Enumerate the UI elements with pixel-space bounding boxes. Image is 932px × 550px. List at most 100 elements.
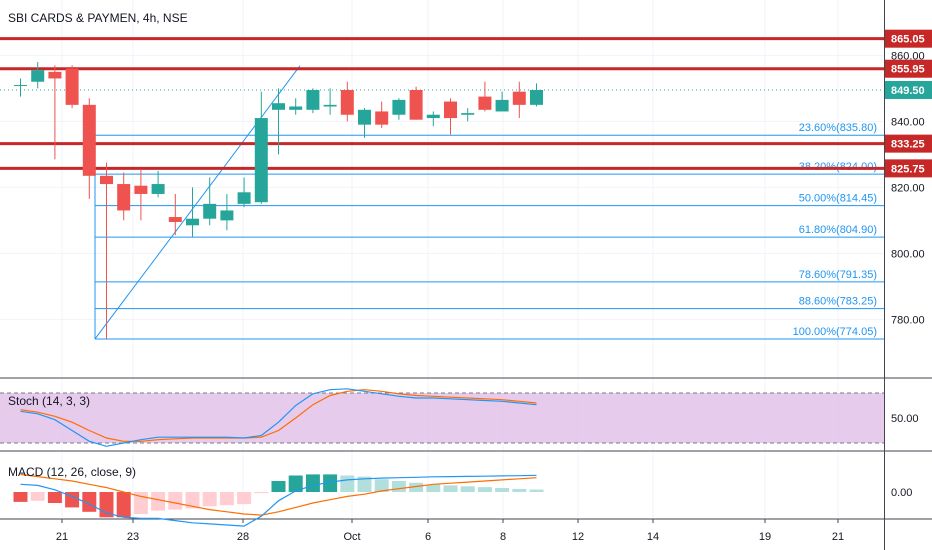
candle-body	[168, 217, 182, 222]
macd-histogram-bar	[477, 487, 492, 492]
macd-signal-line	[20, 473, 537, 516]
x-tick-label: 6	[425, 531, 431, 543]
candle-body	[512, 91, 526, 105]
candle-body	[82, 104, 96, 176]
candle-body	[323, 104, 337, 107]
macd-histogram-bar	[374, 479, 389, 492]
macd-histogram-bar	[357, 476, 372, 492]
candle-body	[375, 111, 389, 125]
fib-level-label: 78.60%(791.35)	[799, 269, 877, 281]
y-tick-label: 780.00	[891, 314, 925, 326]
x-tick-label: 28	[237, 531, 249, 543]
x-tick-label: 21	[56, 531, 68, 543]
candle-body	[65, 68, 79, 105]
price-level-badge	[885, 59, 932, 78]
trend-line	[94, 65, 301, 340]
price-level-badge	[885, 134, 932, 153]
macd-histogram-bar	[202, 492, 217, 507]
x-tick-label: Oct	[343, 531, 360, 543]
x-tick-label: 12	[572, 531, 584, 543]
stoch-d-line	[20, 389, 537, 442]
candle-body	[392, 99, 406, 115]
macd-histogram-bar	[13, 492, 28, 502]
macd-histogram-bar	[116, 492, 131, 518]
macd-histogram-bar	[512, 488, 527, 492]
candle-body	[306, 90, 320, 110]
candle-body	[358, 109, 371, 125]
macd-histogram-bar	[30, 492, 45, 501]
x-tick-label: 21	[832, 531, 844, 543]
candle-body	[220, 210, 234, 221]
fib-level-label: 23.60%(835.80)	[799, 122, 877, 134]
macd-histogram-bar	[460, 486, 475, 492]
candle-body	[31, 70, 45, 82]
candle-body	[48, 71, 62, 79]
x-tick-label: 19	[759, 531, 771, 543]
x-tick-label: 14	[647, 531, 659, 543]
candle-body	[426, 114, 440, 119]
macd-histogram-bar	[65, 492, 80, 508]
candle-body	[530, 90, 543, 105]
macd-histogram-bar	[82, 492, 97, 512]
y-tick-label: 860.00	[891, 50, 925, 62]
macd-histogram-bar	[237, 492, 252, 505]
macd-histogram-bar	[47, 492, 62, 503]
macd-histogram-bar	[305, 474, 320, 492]
x-tick-label: 8	[500, 531, 506, 543]
price-level-badge-label: 833.25	[891, 139, 925, 151]
candle-body	[134, 185, 148, 194]
price-level-badge	[885, 29, 932, 48]
candle-body	[478, 96, 492, 110]
macd-line	[20, 474, 537, 527]
macd-histogram-bar	[443, 485, 458, 492]
x-tick-label: 23	[127, 531, 139, 543]
candle-body	[495, 99, 509, 112]
candle-body	[461, 113, 475, 115]
candle-body	[409, 90, 423, 120]
candle-body	[272, 103, 285, 110]
stoch-label: Stoch (14, 3, 3)	[8, 394, 90, 408]
last-price-badge-label: 849.50	[891, 85, 925, 97]
price-level-badge	[885, 159, 932, 178]
fib-level-label: 100.00%(774.05)	[793, 326, 877, 338]
macd-histogram-bar	[409, 482, 424, 492]
macd-histogram-bar	[185, 492, 200, 509]
price-level-badge-label: 865.05	[891, 34, 925, 46]
macd-histogram-bar	[288, 475, 303, 492]
candle-body	[203, 203, 217, 219]
macd-histogram-bar	[529, 489, 544, 492]
macd-histogram-bar	[168, 492, 183, 510]
price-level-badge-label: 825.75	[891, 163, 925, 175]
macd-histogram-bar	[340, 475, 355, 492]
candle-body	[340, 90, 354, 115]
macd-label: MACD (12, 26, close, 9)	[8, 465, 136, 479]
macd-histogram-bar	[426, 484, 441, 492]
stoch-tick-label: 50.00	[891, 413, 919, 425]
candle-body	[289, 106, 303, 110]
price-level-badge-label: 855.95	[891, 64, 925, 76]
candle-body	[237, 192, 251, 204]
macd-tick-label: 0.00	[891, 487, 912, 499]
candle-body	[444, 101, 457, 119]
macd-histogram-bar	[151, 492, 166, 511]
stoch-band	[0, 393, 884, 443]
stoch-k-line	[20, 388, 537, 447]
candle-body	[151, 184, 165, 194]
macd-histogram-bar	[391, 481, 406, 492]
y-tick-label: 820.00	[891, 182, 925, 194]
candle-body	[186, 218, 199, 226]
candle-body	[117, 184, 131, 211]
macd-histogram-bar	[323, 474, 338, 492]
fib-level-label: 88.60%(783.25)	[799, 296, 877, 308]
fib-level-label: 50.00%(814.45)	[799, 193, 877, 205]
macd-histogram-bar	[495, 488, 510, 492]
candle-body	[100, 175, 113, 185]
macd-histogram-bar	[271, 481, 286, 492]
candle-body	[254, 118, 268, 203]
macd-histogram-bar	[219, 492, 234, 506]
fib-level-label: 61.80%(804.90)	[799, 224, 877, 236]
candle-body	[14, 85, 27, 87]
y-tick-label: 800.00	[891, 248, 925, 260]
